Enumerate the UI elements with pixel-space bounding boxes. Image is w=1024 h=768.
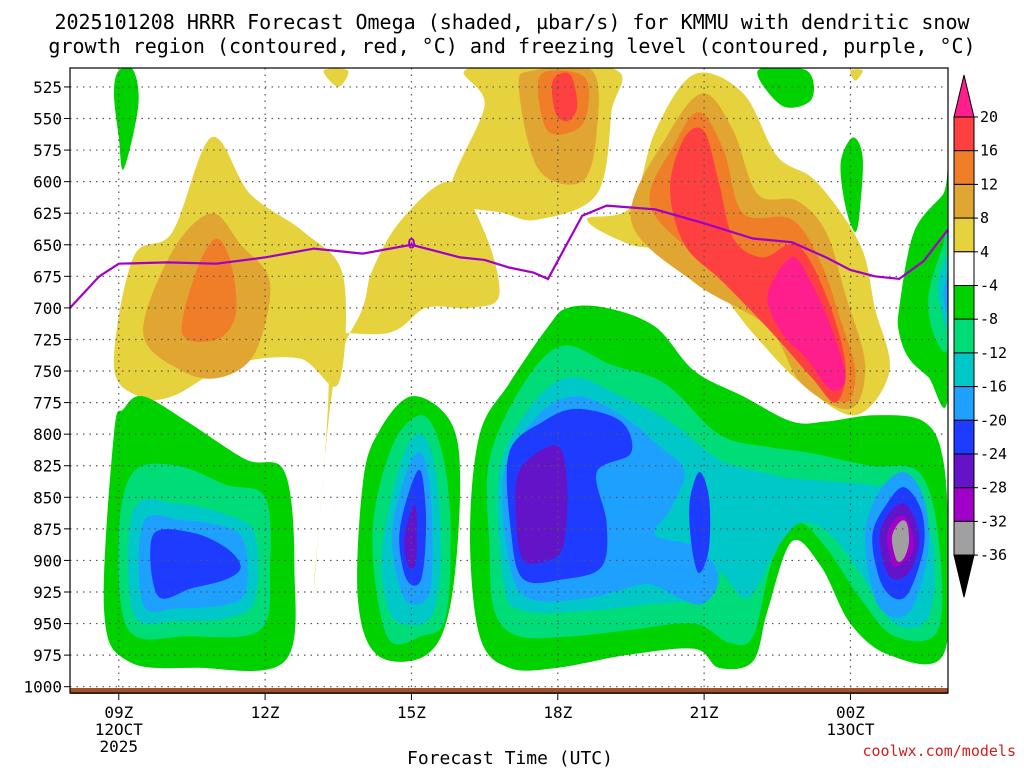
y-axis: 525 550 575 600 625 650 675 700 725 750 775 800 825 8…	[23, 78, 70, 697]
y-tick-label-575: 575	[33, 141, 62, 160]
x-tick-date-9: 12OCT	[95, 720, 144, 739]
omega-region-23	[404, 504, 418, 569]
y-tick-label-525: 525	[33, 78, 62, 97]
freezing-level-label: 0	[407, 237, 415, 253]
colorbar-swatch-7	[953, 318, 975, 354]
colorbar-label-3: 8	[980, 209, 989, 227]
colorbar-label-4: 4	[980, 243, 989, 261]
y-tick-label-775: 775	[33, 394, 62, 413]
colorbar-swatch-2	[953, 150, 975, 185]
colorbar-label-5: -4	[980, 277, 998, 295]
x-tick-year-9: 2025	[100, 737, 139, 756]
colorbar-label-2: 12	[980, 175, 998, 193]
colorbar-label-10: -24	[980, 445, 1007, 463]
y-tick-label-800: 800	[33, 425, 62, 444]
y-tick-label-950: 950	[33, 615, 62, 634]
ground-bar	[70, 688, 948, 694]
colorbar-swatch-10	[953, 419, 975, 455]
omega-region-3	[297, 181, 500, 586]
y-tick-label-600: 600	[33, 173, 62, 192]
colorbar-label-0: 20	[980, 108, 998, 126]
colorbar-label-7: -12	[980, 344, 1007, 362]
plot-frame	[69, 67, 949, 694]
y-tick-label-925: 925	[33, 583, 62, 602]
colorbar-top-arrow	[953, 74, 975, 118]
colorbar-swatch-6	[953, 285, 975, 320]
omega-region-42	[840, 137, 863, 233]
x-tick-label-24: 00Z	[836, 703, 865, 722]
x-tick-label-18: 18Z	[543, 703, 572, 722]
omega-region-44	[850, 69, 863, 81]
colorbar-swatch-5	[953, 251, 975, 287]
y-tick-label-675: 675	[33, 267, 62, 286]
y-tick-label-975: 975	[33, 646, 62, 665]
x-tick-date-24: 13OCT	[826, 720, 875, 739]
y-tick-label-750: 750	[33, 362, 62, 381]
omega-region-39	[943, 275, 948, 315]
colorbar-label-6: -8	[980, 310, 998, 328]
y-tick-label-625: 625	[33, 204, 62, 223]
omega-region-43	[323, 68, 349, 87]
omega-shaded-regions	[103, 68, 948, 671]
y-tick-label-875: 875	[33, 520, 62, 539]
colorbar-label-11: -28	[980, 479, 1007, 497]
x-tick-label-9: 09Z	[104, 703, 133, 722]
gridlines	[70, 68, 948, 693]
colorbar-label-1: 16	[980, 142, 998, 160]
site-credit: coolwx.com/models	[862, 742, 1016, 760]
colorbar-swatch-9	[953, 386, 975, 421]
colorbar-bottom-arrow	[953, 554, 975, 598]
omega-region-17	[150, 529, 241, 599]
colorbar-swatch-11	[953, 453, 975, 489]
y-tick-label-1000: 1000	[23, 678, 62, 697]
y-tick-label-850: 850	[33, 488, 62, 507]
omega-region-40	[113, 68, 139, 170]
colorbar-swatch-8	[953, 352, 975, 388]
omega-region-29	[515, 445, 568, 564]
colorbar-swatch-4	[953, 217, 975, 253]
omega-region-41	[757, 68, 815, 108]
y-tick-label-900: 900	[33, 551, 62, 570]
omega-region-35	[891, 520, 910, 562]
colorbar-label-12: -32	[980, 512, 1007, 530]
colorbar-label-13: -36	[980, 546, 1007, 564]
omega-region-12	[767, 257, 846, 391]
omega-region-7	[551, 72, 578, 122]
chart-title-line-1: 2025101208 HRRR Forecast Omega (shaded, …	[54, 10, 970, 34]
x-axis-title: Forecast Time (UTC)	[407, 748, 613, 768]
freezing-level-line	[70, 204, 948, 309]
colorbar-label-8: -16	[980, 378, 1007, 396]
omega-region-2	[181, 238, 237, 342]
y-tick-label-550: 550	[33, 110, 62, 129]
y-tick-label-650: 650	[33, 236, 62, 255]
freezing-level-contour: 0	[70, 204, 948, 309]
colorbar-label-9: -20	[980, 411, 1007, 429]
colorbar-swatch-13	[953, 520, 975, 556]
y-tick-label-725: 725	[33, 330, 62, 349]
x-tick-label-12: 12Z	[251, 703, 280, 722]
omega-region-36	[897, 167, 948, 408]
y-tick-label-700: 700	[33, 299, 62, 318]
colorbar-swatch-1	[953, 116, 975, 152]
x-tick-label-15: 15Z	[397, 703, 426, 722]
x-tick-label-21: 21Z	[690, 703, 719, 722]
colorbar-swatch-12	[953, 487, 975, 522]
colorbar-swatch-3	[953, 183, 975, 219]
y-tick-label-825: 825	[33, 457, 62, 476]
chart-title-line-2: growth region (contoured, red, °C) and f…	[48, 34, 976, 58]
colorbar: 20 16 12 8 4 -4 -8 -12 -16 -20 -24 -28 -32 -36	[953, 74, 1007, 598]
omega-region-38	[937, 256, 948, 329]
